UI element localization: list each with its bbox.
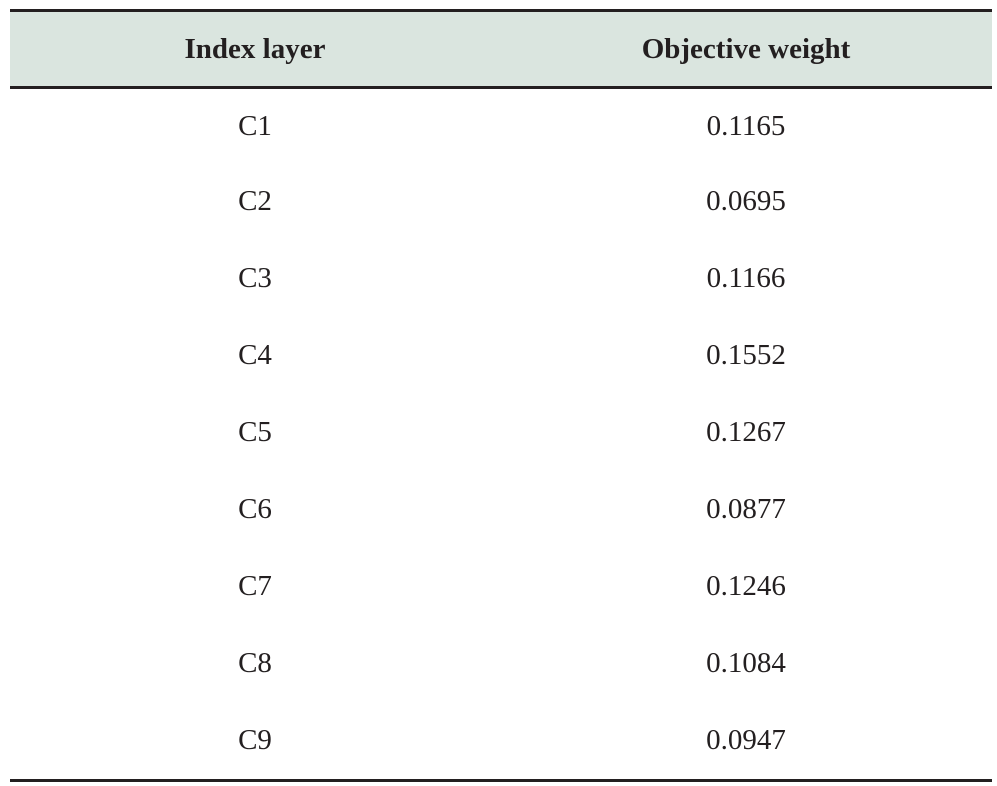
table-header-row: Index layer Objective weight <box>10 12 992 86</box>
weights-table: Index layer Objective weight C1 0.1165 C… <box>10 9 992 782</box>
table-row: C1 0.1165 <box>10 89 992 163</box>
index-cell: C1 <box>238 109 272 142</box>
table-row: C8 0.1084 <box>10 625 992 702</box>
table-row: C7 0.1246 <box>10 548 992 625</box>
table-row: C3 0.1166 <box>10 240 992 317</box>
table-row: C6 0.0877 <box>10 471 992 548</box>
weight-cell: 0.1267 <box>706 416 786 448</box>
table-top-rule <box>10 9 992 12</box>
index-cell: C6 <box>238 493 272 525</box>
index-cell: C9 <box>238 724 272 756</box>
index-cell: C4 <box>238 339 272 371</box>
weight-cell: 0.1246 <box>706 570 786 602</box>
table-row: C5 0.1267 <box>10 394 992 471</box>
table-body: C1 0.1165 C2 0.0695 C3 0.1166 C4 0.1552 … <box>10 89 992 779</box>
table-row: C4 0.1552 <box>10 317 992 394</box>
index-cell: C7 <box>238 570 272 602</box>
table-row: C9 0.0947 <box>10 702 992 779</box>
index-cell: C3 <box>238 262 272 294</box>
index-cell: C5 <box>238 416 272 448</box>
weight-cell: 0.1552 <box>706 339 786 371</box>
table-header-rule <box>10 86 992 89</box>
weight-cell: 0.1165 <box>706 109 786 142</box>
table-bottom-rule <box>10 779 992 782</box>
weight-cell: 0.0695 <box>706 185 786 217</box>
table-row: C2 0.0695 <box>10 163 992 240</box>
weight-cell: 0.1166 <box>706 262 786 294</box>
index-cell: C2 <box>238 185 272 217</box>
header-index-layer: Index layer <box>184 32 326 65</box>
weight-cell: 0.1084 <box>706 647 786 679</box>
index-cell: C8 <box>238 647 272 679</box>
weight-cell: 0.0947 <box>706 724 786 756</box>
weight-cell: 0.0877 <box>706 493 786 525</box>
header-objective-weight: Objective weight <box>641 32 851 65</box>
